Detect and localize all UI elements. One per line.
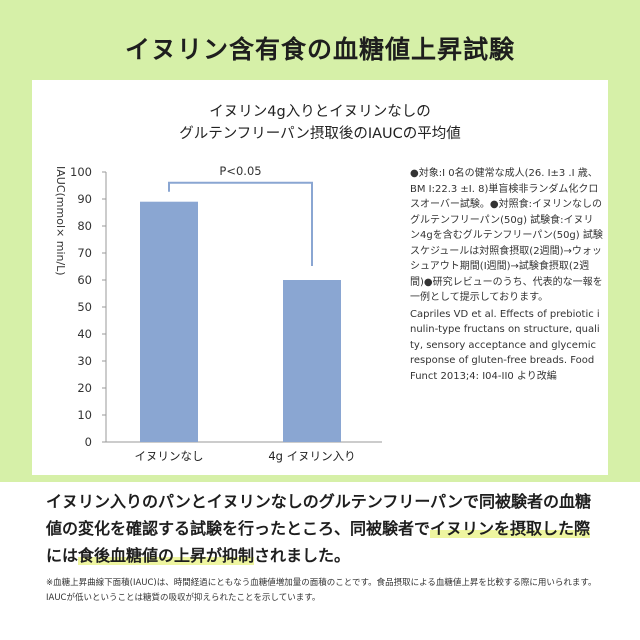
significance-bracket: P<0.05 xyxy=(168,164,313,266)
study-notes: ●対象:I 0名の健常な成人(26. I±3 .I 歳、BM I:22.3 ±I… xyxy=(410,166,603,384)
chart-bars: イヌリンなし 4g イヌリン入り xyxy=(135,201,356,463)
bar xyxy=(140,201,198,442)
bracket-line xyxy=(168,181,313,266)
summary-part3: されました。 xyxy=(254,546,351,565)
study-reference: Capriles VD et al. Effects of prebiotic … xyxy=(410,308,600,382)
y-tick-label: 10 xyxy=(77,408,92,422)
chart-title-line2: グルテンフリーパン摂取後のIAUCの平均値 xyxy=(179,126,461,142)
y-tick-label: 30 xyxy=(77,354,92,368)
x-tick-label: イヌリンなし xyxy=(135,449,204,463)
y-tick-label: 80 xyxy=(77,219,92,233)
y-tick-label: 50 xyxy=(77,300,92,314)
page-title: イヌリン含有食の血糖値上昇試験 xyxy=(124,35,515,64)
y-axis-label: IAUC(mmol× min/L) xyxy=(54,166,67,276)
summary-part2: には xyxy=(46,546,79,565)
study-notes-body: ●対象:I 0名の健常な成人(26. I±3 .I 歳、BM I:22.3 ±I… xyxy=(410,168,603,303)
significance-label: P<0.05 xyxy=(219,164,261,178)
summary-text: イヌリン入りのパンとイヌリンなしのグルテンフリーパンで同被験者の血糖値の変化を確… xyxy=(46,488,606,569)
chart-title-line1: イヌリン4g入りとイヌリンなしの xyxy=(209,104,431,120)
y-tick-label: 70 xyxy=(77,246,92,260)
summary-highlight-1: イヌリンを摂取した際 xyxy=(430,519,591,538)
chart-panel: イヌリン4g入りとイヌリンなしの グルテンフリーパン摂取後のIAUCの平均値 0… xyxy=(32,80,608,475)
bar xyxy=(283,280,341,442)
y-tick-label: 100 xyxy=(70,165,92,179)
x-tick-label: 4g イヌリン入り xyxy=(268,449,355,463)
y-tick-label: 40 xyxy=(77,327,92,341)
summary-highlight-2: 食後血糖値の上昇が抑制 xyxy=(78,546,255,565)
y-tick-label: 90 xyxy=(77,192,92,206)
footnote: ※血糖上昇曲線下面積(IAUC)は、時間経過にともなう血糖値増加量の面積のことで… xyxy=(46,578,597,603)
y-tick-label: 60 xyxy=(77,273,92,287)
y-tick-label: 20 xyxy=(77,381,92,395)
summary-part1: イヌリン入りのパンとイヌリンなしのグルテンフリーパンで同被験者の血糖値の変化を確… xyxy=(46,492,591,538)
y-tick-label: 0 xyxy=(85,435,92,449)
